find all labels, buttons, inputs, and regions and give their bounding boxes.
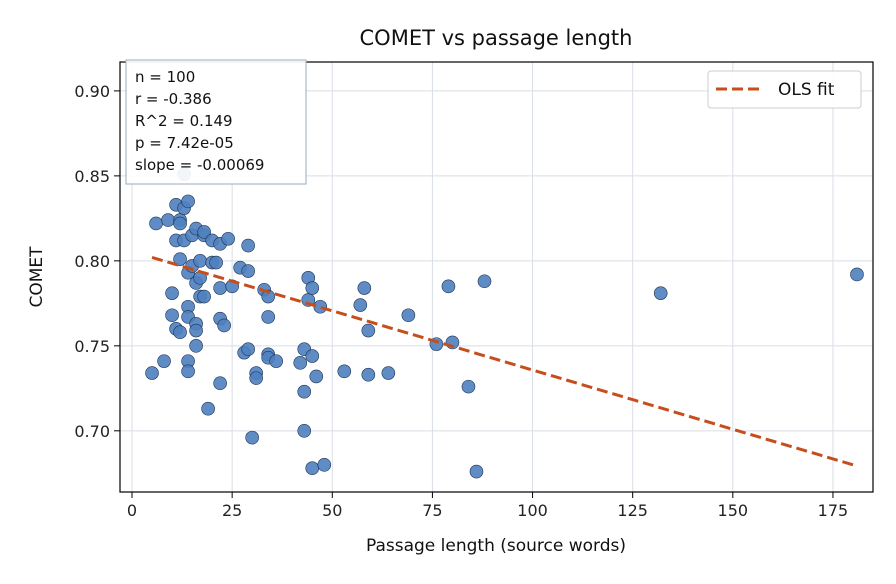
- data-point: [165, 286, 179, 300]
- data-point: [241, 342, 255, 357]
- stats-line: p = 7.42e-05: [135, 134, 234, 152]
- stats-line: R^2 = 0.149: [135, 112, 233, 130]
- data-point: [309, 369, 324, 384]
- data-point: [357, 281, 372, 295]
- stats-box: n = 100 r = -0.386 R^2 = 0.149 p = 7.42e-05…: [125, 59, 307, 185]
- data-point: [241, 238, 255, 253]
- stats-line: slope = -0.00069: [135, 156, 264, 174]
- y-tick-label: 0.70: [74, 422, 110, 441]
- data-point: [305, 461, 320, 476]
- data-point: [173, 325, 187, 340]
- data-point: [157, 354, 171, 368]
- data-point: [145, 366, 159, 380]
- plot-frame: [119, 61, 874, 493]
- data-point: [469, 464, 484, 479]
- data-point: [245, 430, 259, 445]
- data-point: [461, 379, 476, 394]
- y-tick-label: 0.85: [74, 167, 110, 186]
- y-tick-label: 0.75: [74, 337, 110, 356]
- stats-line: n = 100: [135, 68, 195, 86]
- data-point: [850, 267, 864, 282]
- data-point: [653, 286, 668, 300]
- y-axis-label: COMET: [27, 246, 47, 308]
- data-point: [217, 318, 231, 333]
- data-point: [401, 308, 416, 323]
- data-point: [269, 354, 284, 368]
- data-point: [197, 225, 211, 239]
- data-point: [181, 194, 195, 209]
- data-point: [305, 349, 320, 363]
- data-point: [197, 289, 211, 304]
- x-tick-label: 75: [422, 501, 442, 520]
- x-axis-ticks: 0 25 50 75 100 125 150 175: [127, 492, 848, 520]
- data-point: [381, 366, 396, 380]
- stats-box-frame: [125, 59, 307, 185]
- data-point: [297, 384, 312, 399]
- stats-line: r = -0.386: [135, 90, 212, 108]
- data-point: [249, 371, 263, 385]
- x-tick-label: 25: [222, 501, 242, 520]
- x-axis-label: Passage length (source words): [366, 536, 626, 556]
- ols-fit-line: [151, 256, 854, 467]
- x-tick-label: 50: [322, 501, 342, 520]
- data-point: [193, 254, 207, 268]
- data-point: [241, 264, 255, 278]
- data-point: [337, 364, 352, 379]
- data-point: [317, 458, 332, 472]
- data-point: [293, 356, 308, 370]
- data-point: [201, 401, 215, 416]
- fit-line-group: [151, 256, 854, 467]
- data-point: [181, 364, 195, 379]
- y-tick-label: 0.80: [74, 252, 110, 271]
- x-tick-label: 125: [617, 501, 648, 520]
- data-point: [261, 310, 275, 324]
- legend-label: OLS fit: [778, 80, 835, 100]
- data-point: [305, 281, 320, 295]
- x-tick-label: 0: [127, 501, 137, 520]
- x-tick-label: 100: [517, 501, 548, 520]
- data-point: [149, 216, 163, 231]
- data-point: [477, 274, 492, 289]
- x-tick-label: 175: [818, 501, 849, 520]
- chart-title: COMET vs passage length: [360, 26, 633, 50]
- data-point: [173, 216, 187, 231]
- y-tick-label: 0.90: [74, 82, 110, 101]
- data-point: [213, 376, 227, 391]
- data-point: [213, 281, 227, 295]
- data-point: [189, 323, 203, 338]
- data-point: [221, 231, 235, 246]
- data-point: [361, 367, 376, 382]
- data-point: [165, 308, 179, 323]
- legend: OLS fit: [707, 70, 862, 109]
- data-point: [261, 289, 275, 304]
- data-point: [353, 298, 368, 312]
- data-point: [161, 213, 175, 227]
- x-tick-label: 150: [718, 501, 749, 520]
- y-axis-ticks: 0.70 0.75 0.80 0.85 0.90: [74, 82, 120, 441]
- data-point: [209, 255, 223, 270]
- data-points: [145, 167, 864, 479]
- data-point: [173, 252, 187, 266]
- data-point: [441, 279, 456, 294]
- legend-frame: [707, 70, 862, 109]
- data-point: [189, 339, 203, 353]
- data-point: [361, 323, 376, 338]
- data-point: [297, 424, 312, 438]
